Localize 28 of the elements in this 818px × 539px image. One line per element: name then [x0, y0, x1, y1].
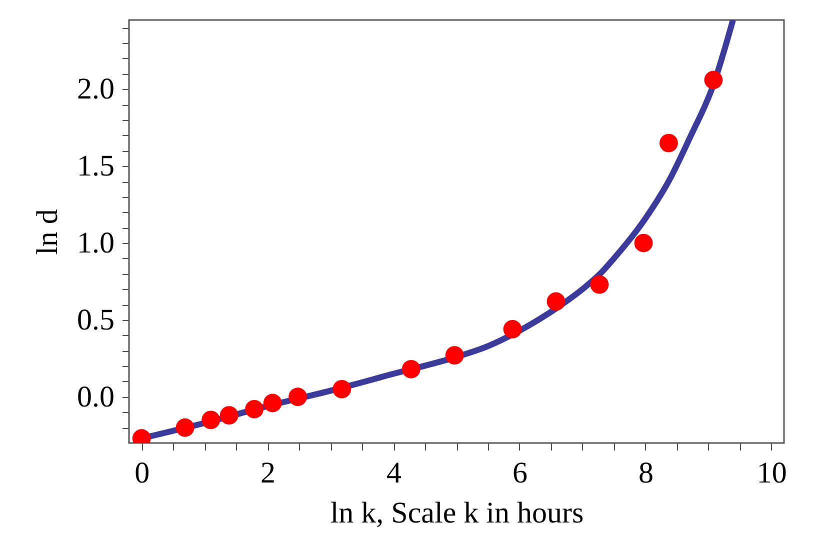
y-tick-label: 0.0 [77, 380, 114, 414]
y-tick-label: 1.5 [77, 150, 114, 183]
point [176, 418, 194, 437]
point [245, 400, 264, 418]
point [590, 275, 609, 294]
y-tick-label: 2.0 [77, 72, 114, 106]
point [220, 406, 238, 425]
x-tick-label: 8 [638, 456, 654, 490]
y-tick-label: 1.0 [77, 226, 114, 260]
x-tick-label: 2 [260, 456, 276, 490]
y-tick-label: 0.5 [77, 303, 114, 336]
point [263, 394, 282, 412]
point [445, 346, 464, 365]
x-tick-label: 10 [756, 456, 787, 490]
point [402, 360, 420, 378]
point [332, 380, 352, 398]
point [503, 320, 522, 338]
point [660, 134, 678, 152]
point [634, 234, 653, 252]
point [202, 410, 220, 430]
point [288, 388, 308, 406]
point [704, 70, 723, 90]
x-tick-label: 0 [134, 456, 150, 490]
x-tick-label: 6 [512, 456, 528, 490]
x-axis-title: ln k, Scale k in hours [330, 496, 584, 530]
y-axis-title: ln d [31, 209, 64, 255]
x-tick-label: 4 [386, 456, 402, 490]
point [546, 292, 566, 311]
